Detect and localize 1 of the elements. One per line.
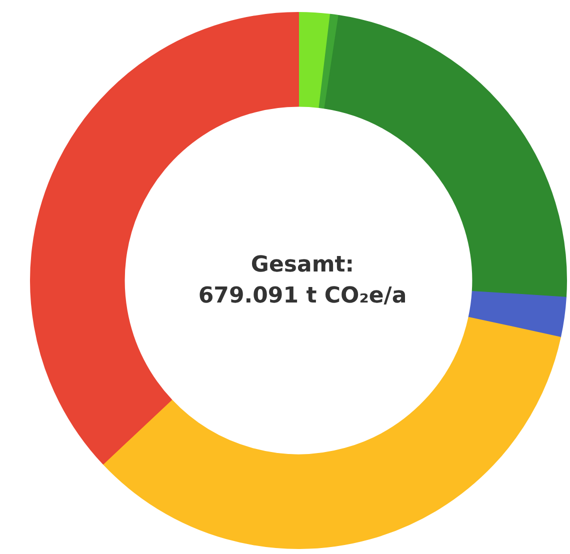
text: Gesamt: 679.091 t CO₂e/a	[198, 252, 407, 309]
